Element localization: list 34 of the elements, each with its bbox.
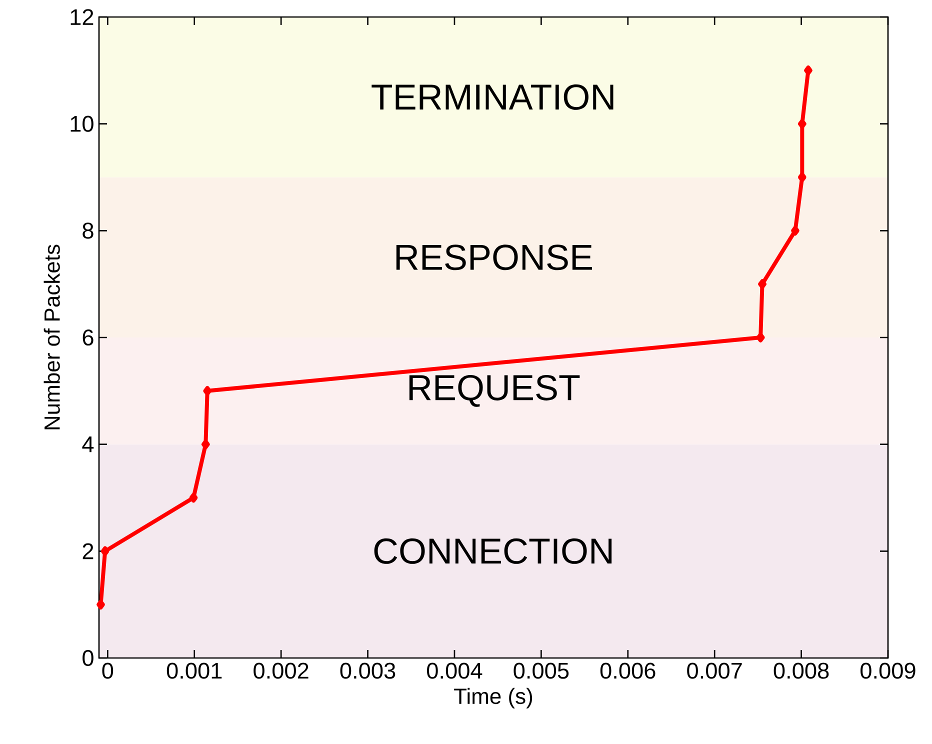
y-tick-label: 2 <box>82 543 94 560</box>
x-tick-label: 0.004 <box>427 662 482 679</box>
band-label: TERMINATION <box>372 84 614 110</box>
y-tick-label: 6 <box>82 329 94 346</box>
x-tick-label: 0.007 <box>687 662 742 679</box>
y-tick-label: 0 <box>82 650 94 666</box>
band-label: REQUEST <box>409 374 580 407</box>
point <box>203 386 212 396</box>
point <box>798 118 806 129</box>
x-tick-label: 0.006 <box>600 662 656 679</box>
x-tick-label: 0.001 <box>166 662 222 679</box>
y-tick-label: 10 <box>70 116 94 132</box>
x-tick-label: 0.003 <box>340 662 396 679</box>
point <box>804 65 812 76</box>
point <box>791 226 800 236</box>
point <box>758 279 766 290</box>
x-tick-label: 0.002 <box>254 662 308 679</box>
x-tick-label: 0.009 <box>860 662 916 679</box>
point <box>96 600 105 610</box>
point <box>100 546 110 556</box>
point <box>189 492 198 503</box>
x-tick-label: 0.005 <box>514 662 569 679</box>
x-axis-title: Time (s) <box>454 688 532 708</box>
band-label: RESPONSE <box>396 244 592 270</box>
x-tick-label: 0.008 <box>774 662 829 679</box>
y-tick-label: 4 <box>82 436 94 452</box>
point <box>798 172 806 182</box>
point <box>201 439 210 450</box>
x-tick-label: 0 <box>102 662 114 679</box>
point <box>756 332 765 342</box>
y-tick-label: 12 <box>70 9 94 25</box>
band-label: CONNECTION <box>374 538 612 564</box>
y-axis-title: Number of Packets <box>44 244 60 430</box>
y-tick-label: 8 <box>82 222 94 239</box>
